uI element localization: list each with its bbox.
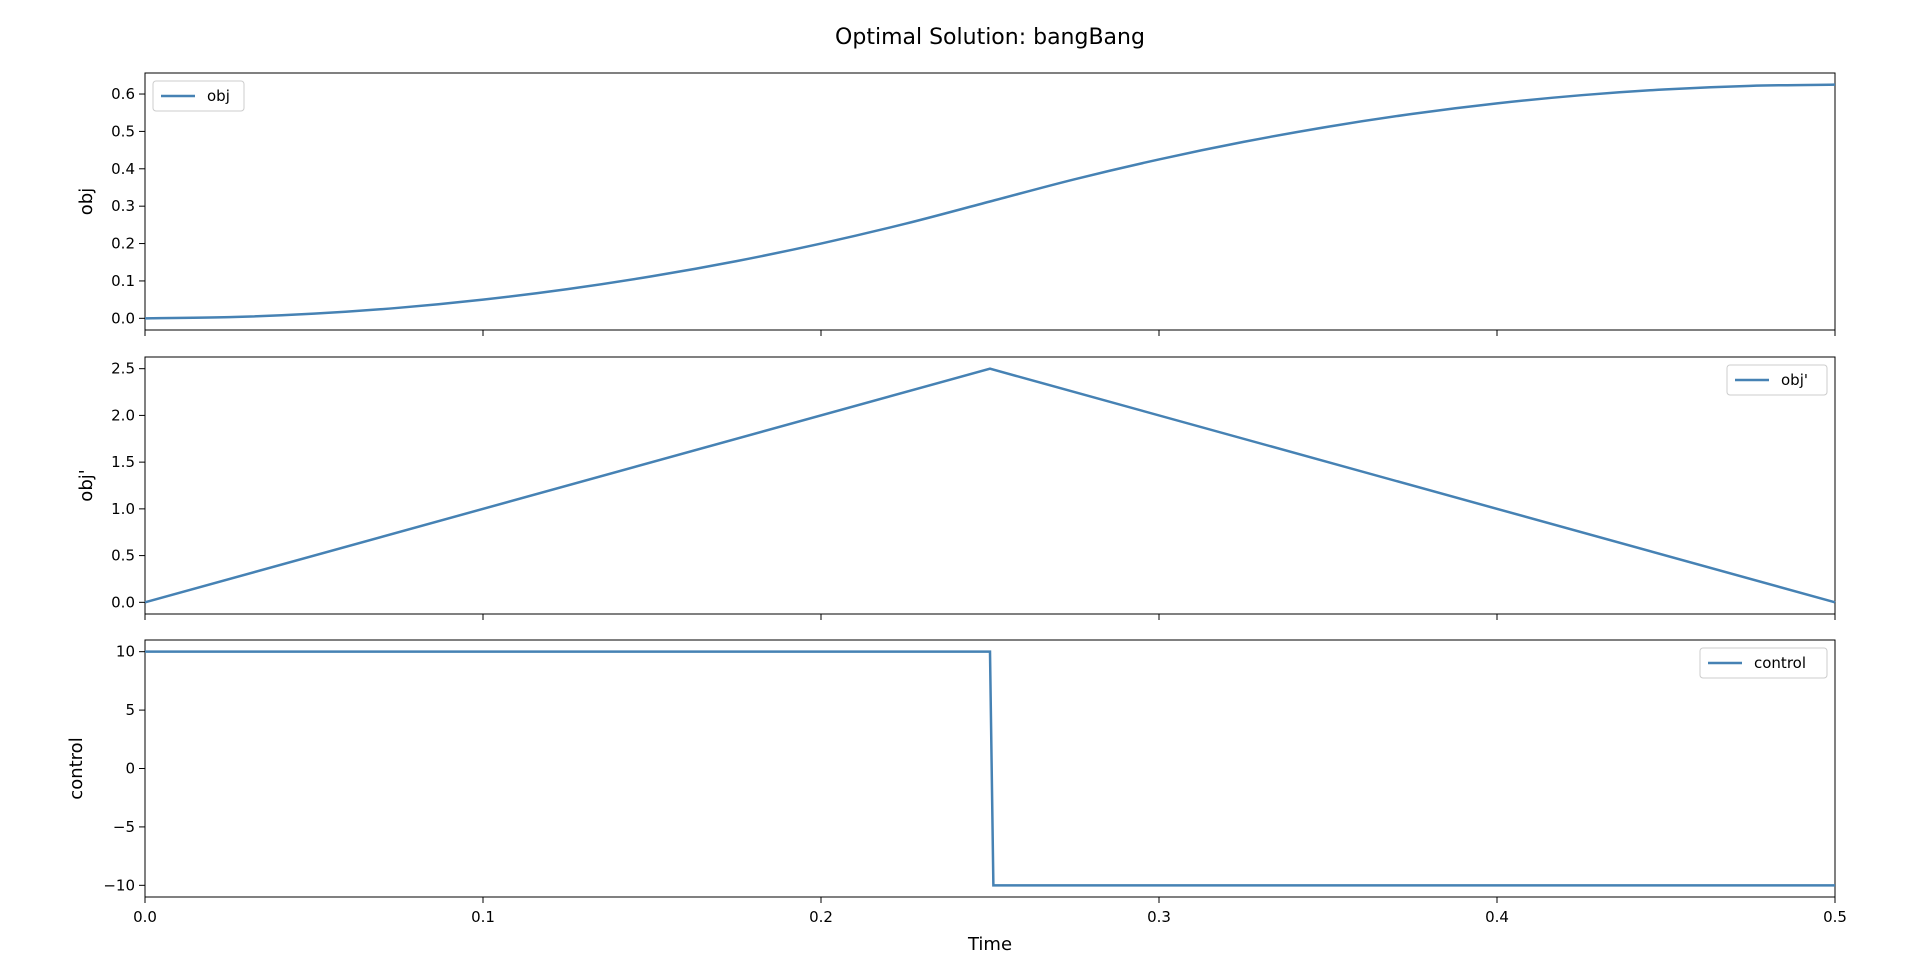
axes-frame <box>144 72 1836 331</box>
y-tick-label: 2.0 <box>111 406 135 424</box>
x-tick-label: 0.0 <box>133 908 157 926</box>
y-tick-label: −5 <box>113 818 135 836</box>
subplot-3: −10 −5 0 5 10 0.0 0.1 0.2 0.3 0.4 0.5 control contro… <box>66 639 1847 926</box>
legend-label: obj <box>207 87 230 105</box>
x-axis-label: Time <box>967 934 1012 955</box>
y-tick-label: 1.5 <box>111 453 135 471</box>
y-tick-label: 1.0 <box>111 500 135 518</box>
x-tick-label: 0.2 <box>809 908 833 926</box>
y-axis-label: obj' <box>76 469 97 501</box>
y-tick-label: −10 <box>103 876 135 894</box>
y-tick-label: 0.0 <box>111 309 135 327</box>
y-tick-label: 0.5 <box>111 547 135 565</box>
y-tick-label: 0.4 <box>111 160 135 178</box>
chart-title: Optimal Solution: bangBang <box>835 25 1145 50</box>
legend: obj' <box>1726 364 1828 396</box>
subplots: 0.0 0.1 0.2 0.3 0.4 0.5 0.6 obj obj 0.0 0.5 1.0 1.5 2… <box>66 72 1847 926</box>
y-tick-label: 0.3 <box>111 197 135 215</box>
legend-box <box>1726 364 1828 396</box>
x-tick-label: 0.4 <box>1485 908 1509 926</box>
legend-box <box>1699 647 1828 679</box>
subplot-2: 0.0 0.5 1.0 1.5 2.0 2.5 obj' obj' <box>76 356 1836 620</box>
legend-box <box>152 80 245 112</box>
legend-label: obj' <box>1781 371 1808 389</box>
y-tick-label: 0.5 <box>111 122 135 140</box>
y-axis-label: control <box>66 737 87 799</box>
x-tick-label: 0.1 <box>471 908 495 926</box>
y-tick-label: 0 <box>125 760 135 778</box>
series-line-obj <box>144 83 1836 320</box>
y-tick-label: 10 <box>116 643 135 661</box>
legend-label: control <box>1754 654 1806 672</box>
x-tick-label: 0.5 <box>1823 908 1847 926</box>
y-tick-label: 5 <box>125 701 135 719</box>
y-tick-label: 0.0 <box>111 593 135 611</box>
series-line-control <box>145 650 1835 887</box>
y-axis-label: obj <box>76 188 97 215</box>
legend: control <box>1699 647 1828 679</box>
y-tick-label: 0.1 <box>111 272 135 290</box>
subplot-1: 0.0 0.1 0.2 0.3 0.4 0.5 0.6 obj obj <box>76 72 1836 336</box>
x-tick-label: 0.3 <box>1147 908 1171 926</box>
y-tick-label: 0.2 <box>111 235 135 253</box>
y-tick-label: 2.5 <box>111 360 135 378</box>
y-tick-label: 0.6 <box>111 85 135 103</box>
series-line-objprime <box>144 367 1836 604</box>
legend: obj <box>152 80 245 112</box>
axes-frame <box>144 356 1836 615</box>
